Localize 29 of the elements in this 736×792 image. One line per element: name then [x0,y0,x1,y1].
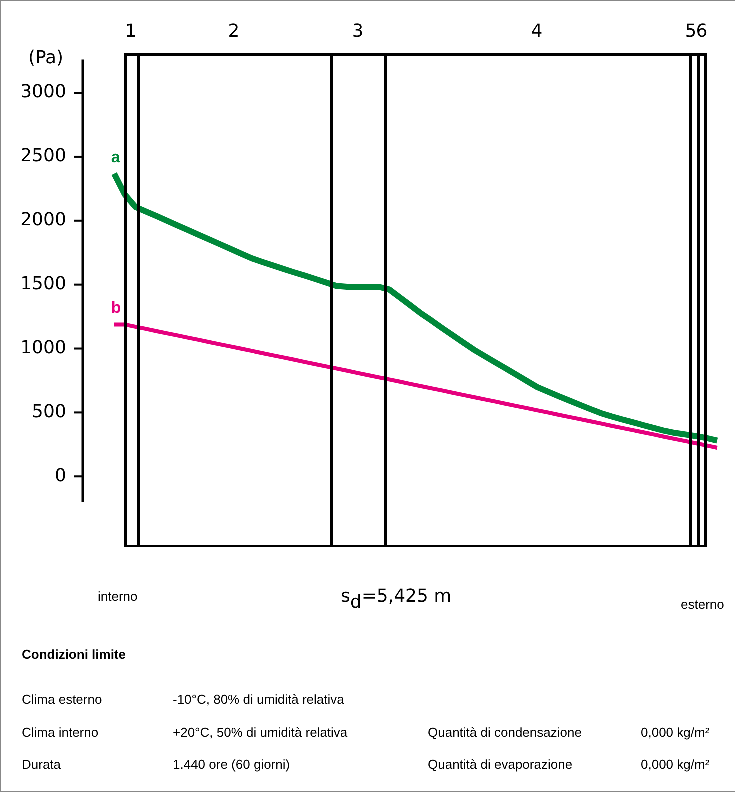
text: 2 [228,21,240,42]
text: -10°C, 80% di umidità relativa [173,692,344,707]
text: +20°C, 50% di umidità relativa [173,725,348,740]
text: Clima interno [22,725,99,740]
text: 0,000 kg/m² [641,757,710,772]
text: Quantità di condensazione [428,725,582,740]
text: Condizioni limite [22,647,126,662]
y-tick-label: 2000 [20,210,66,231]
y-tick-label: 3000 [20,82,66,103]
y-tick-label: 1000 [20,337,66,358]
text: Quantità di evaporazione [428,757,573,772]
text: 4 [531,21,543,42]
text: interno [98,589,138,604]
text: 5 [685,21,697,42]
text: esterno [681,597,724,612]
text: Durata [22,757,62,772]
text: 6 [696,21,708,42]
y-axis-title: (Pa) [28,47,64,68]
text: Clima esterno [22,692,102,707]
y-tick-label: 1500 [20,274,66,295]
text: 0,000 kg/m² [641,725,710,740]
y-tick-label: 2500 [20,146,66,167]
series-label: a [111,149,120,166]
text: 3 [352,21,364,42]
y-tick-label: 0 [54,465,66,486]
series-label: b [111,300,122,318]
y-tick-label: 500 [32,401,66,422]
text: 1.440 ore (60 giorni) [173,757,290,772]
text: 1 [125,21,137,42]
